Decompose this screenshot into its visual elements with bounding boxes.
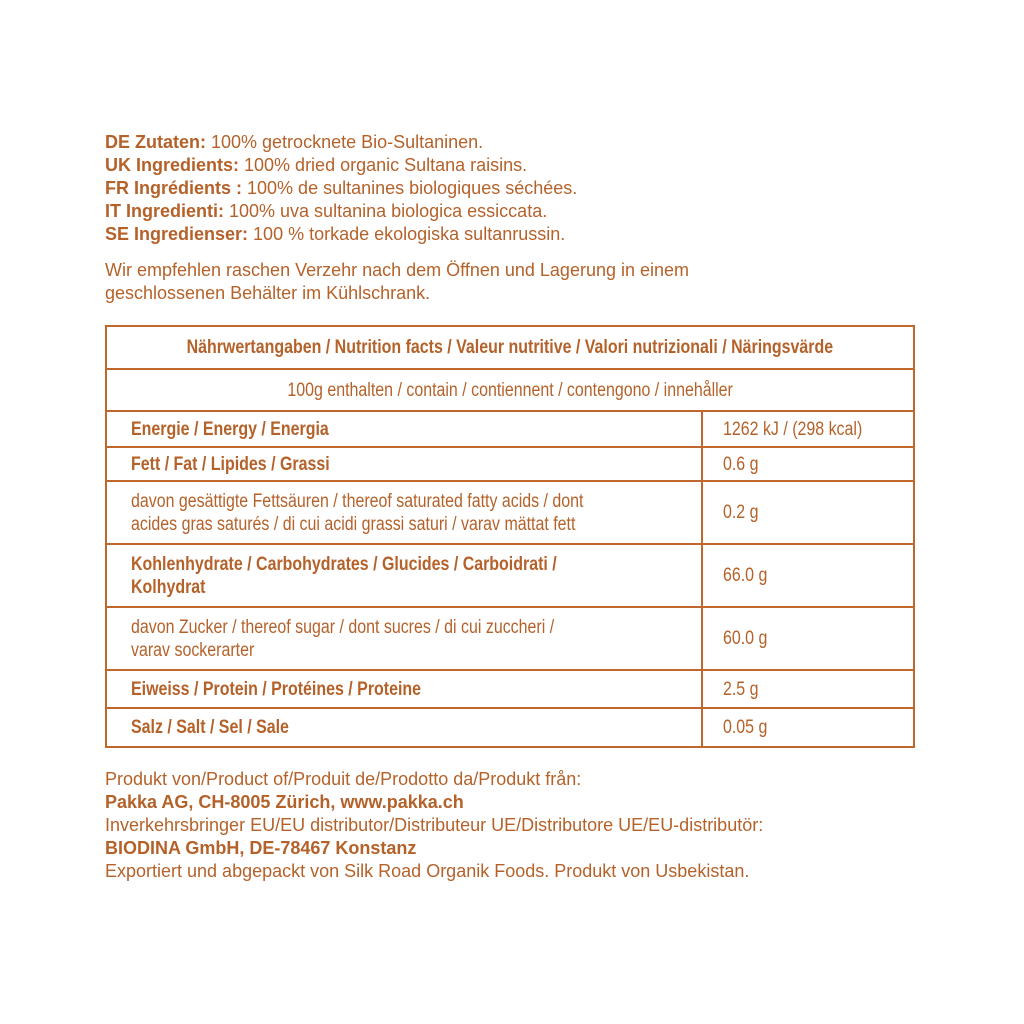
producer-line: BIODINA GmbH, DE-78467 Konstanz bbox=[105, 838, 417, 858]
nutrition-per-100g: 100g enthalten / contain / contiennent /… bbox=[105, 368, 915, 412]
nutrient-name-line: Kohlenhydrate / Carbohydrates / Glucides… bbox=[131, 553, 557, 575]
producer-line: Exportiert und abgepackt von Silk Road O… bbox=[105, 861, 750, 881]
ingredients-list: DE Zutaten: 100% getrocknete Bio-Sultani… bbox=[105, 131, 577, 246]
nutrition-row: Eiweiss / Protein / Protéines / Proteine… bbox=[105, 669, 915, 709]
nutrition-row: Kohlenhydrate / Carbohydrates / Glucides… bbox=[105, 543, 915, 608]
ingredient-language-label: SE Ingredienser: bbox=[105, 224, 249, 244]
ingredient-text: 100% dried organic Sultana raisins. bbox=[239, 155, 528, 175]
nutrient-name-line: Energie / Energy / Energia bbox=[131, 418, 329, 440]
nutrient-name: Eiweiss / Protein / Protéines / Proteine bbox=[105, 669, 703, 709]
producer-info: Produkt von/Product of/Produit de/Prodot… bbox=[105, 768, 763, 883]
ingredient-line: UK Ingredients: 100% dried organic Sulta… bbox=[105, 154, 577, 177]
nutrition-row: Energie / Energy / Energia 1262 kJ / (298… bbox=[105, 410, 915, 448]
nutrient-value: 0.6 g bbox=[701, 446, 915, 482]
nutrient-name: davon gesättigte Fettsäuren / thereof sa… bbox=[105, 480, 703, 545]
nutrient-value: 1262 kJ / (298 kcal) bbox=[701, 410, 915, 448]
storage-advice: Wir empfehlen raschen Verzehr nach dem Ö… bbox=[105, 259, 689, 305]
nutrition-row: Fett / Fat / Lipides / Grassi 0.6 g bbox=[105, 446, 915, 482]
nutrient-value: 0.05 g bbox=[701, 707, 915, 748]
nutrition-title: Nährwertangaben / Nutrition facts / Vale… bbox=[105, 325, 915, 370]
nutrient-name-line: Fett / Fat / Lipides / Grassi bbox=[131, 453, 330, 475]
ingredient-language-label: FR Ingrédients : bbox=[105, 178, 243, 198]
nutrient-name: Salz / Salt / Sel / Sale bbox=[105, 707, 703, 748]
nutrition-row: Salz / Salt / Sel / Sale 0.05 g bbox=[105, 707, 915, 748]
nutrient-name: Energie / Energy / Energia bbox=[105, 410, 703, 448]
nutrient-name-line: Kolhydrat bbox=[131, 576, 206, 598]
storage-line: geschlossenen Behälter im Kühlschrank. bbox=[105, 283, 431, 303]
ingredient-line: SE Ingredienser: 100 % torkade ekologisk… bbox=[105, 223, 577, 246]
storage-line: Wir empfehlen raschen Verzehr nach dem Ö… bbox=[105, 260, 690, 280]
nutrient-name: Kohlenhydrate / Carbohydrates / Glucides… bbox=[105, 543, 703, 608]
producer-line: Produkt von/Product of/Produit de/Prodot… bbox=[105, 769, 582, 789]
nutrition-table: Nährwertangaben / Nutrition facts / Vale… bbox=[105, 325, 915, 748]
ingredient-language-label: IT Ingredienti: bbox=[105, 201, 224, 221]
ingredient-text: 100% de sultanines biologiques séchées. bbox=[242, 178, 578, 198]
nutrient-name-line: davon Zucker / thereof sugar / dont sucr… bbox=[131, 616, 555, 638]
nutrient-name-line: Eiweiss / Protein / Protéines / Proteine bbox=[131, 678, 422, 700]
nutrient-value: 60.0 g bbox=[701, 606, 915, 671]
nutrient-value: 66.0 g bbox=[701, 543, 915, 608]
nutrient-name-line: acides gras saturés / di cui acidi grass… bbox=[131, 513, 576, 535]
ingredient-language-label: UK Ingredients: bbox=[105, 155, 240, 175]
nutrient-name: davon Zucker / thereof sugar / dont sucr… bbox=[105, 606, 703, 671]
ingredient-line: FR Ingrédients : 100% de sultanines biol… bbox=[105, 177, 577, 200]
ingredient-language-label: DE Zutaten: bbox=[105, 132, 206, 152]
nutrient-name-line: davon gesättigte Fettsäuren / thereof sa… bbox=[131, 490, 584, 512]
ingredient-line: DE Zutaten: 100% getrocknete Bio-Sultani… bbox=[105, 131, 577, 154]
ingredient-text: 100% uva sultanina biologica essiccata. bbox=[224, 201, 548, 221]
nutrient-value: 0.2 g bbox=[701, 480, 915, 545]
ingredient-text: 100 % torkade ekologiska sultanrussin. bbox=[248, 224, 566, 244]
nutrition-row: davon Zucker / thereof sugar / dont sucr… bbox=[105, 606, 915, 671]
producer-line: Pakka AG, CH-8005 Zürich, www.pakka.ch bbox=[105, 792, 464, 812]
producer-line: Inverkehrsbringer EU/EU distributor/Dist… bbox=[105, 815, 764, 835]
nutrient-value: 2.5 g bbox=[701, 669, 915, 709]
ingredient-line: IT Ingredienti: 100% uva sultanina biolo… bbox=[105, 200, 577, 223]
ingredient-text: 100% getrocknete Bio-Sultaninen. bbox=[206, 132, 484, 152]
nutrient-name-line: Salz / Salt / Sel / Sale bbox=[131, 717, 289, 738]
nutrition-row: davon gesättigte Fettsäuren / thereof sa… bbox=[105, 480, 915, 545]
nutrient-name-line: varav sockerarter bbox=[131, 639, 255, 661]
nutrient-name: Fett / Fat / Lipides / Grassi bbox=[105, 446, 703, 482]
